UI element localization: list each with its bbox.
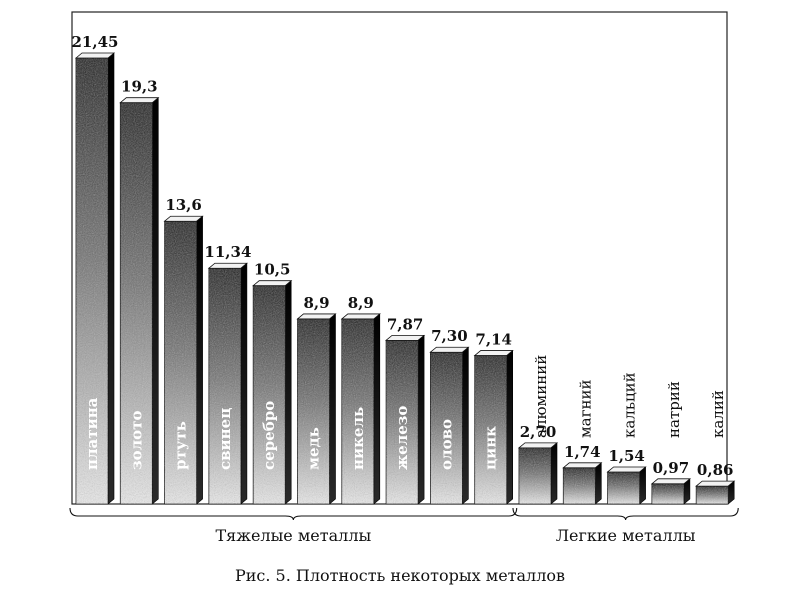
bar-texture xyxy=(430,352,463,504)
bar-кальций xyxy=(606,466,647,505)
bar-железо xyxy=(384,334,426,505)
bar-side xyxy=(152,97,159,505)
bar-side xyxy=(594,462,602,505)
value-label: 7,30 xyxy=(431,327,468,345)
bar-texture xyxy=(563,467,596,504)
category-label: натрий xyxy=(665,381,683,438)
value-label: 0,86 xyxy=(697,461,734,479)
bar-калий xyxy=(695,480,736,505)
bar-top xyxy=(119,97,160,104)
bar-side xyxy=(284,280,292,505)
category-label: свинец xyxy=(216,408,234,470)
bar-алюминий xyxy=(517,442,559,505)
bar-серебро xyxy=(252,280,293,505)
value-label: 1,74 xyxy=(564,443,601,461)
bar-side xyxy=(639,466,646,505)
bar-texture xyxy=(607,471,640,504)
bar-top xyxy=(340,313,381,320)
value-label: 7,87 xyxy=(387,315,424,333)
bar-top xyxy=(163,215,204,222)
bar-side xyxy=(462,346,469,505)
group-label: Тяжелые металлы xyxy=(215,526,371,545)
category-label: серебро xyxy=(260,401,278,470)
bar-top xyxy=(517,442,559,449)
bar-top xyxy=(606,466,647,473)
bar-texture xyxy=(297,318,330,504)
category-label: медь xyxy=(305,427,323,470)
category-label: кальций xyxy=(621,372,639,438)
bar-top xyxy=(252,280,293,287)
density-chart: 21,45 платина 19,3 золото 13,6 ртуть 11,34 свин… xyxy=(69,11,739,545)
value-label: 11,34 xyxy=(204,243,251,261)
bars-layer xyxy=(74,52,736,505)
value-label: 8,9 xyxy=(348,294,374,312)
value-label: 19,3 xyxy=(121,78,158,96)
brace-line xyxy=(69,507,518,521)
brace-group-0: Тяжелые металлы xyxy=(69,507,518,545)
category-label: платина xyxy=(83,397,101,470)
bar-texture xyxy=(386,340,419,504)
bar-texture xyxy=(208,268,241,504)
bar-магний xyxy=(562,462,603,505)
value-label: 21,45 xyxy=(72,33,119,51)
bar-top xyxy=(384,334,426,341)
bar-медь xyxy=(296,313,337,505)
bar-side xyxy=(240,262,248,505)
bar-side xyxy=(107,52,115,505)
category-label: железо xyxy=(393,406,411,470)
bar-texture xyxy=(474,355,507,504)
brace-group-1: Легкие металлы xyxy=(512,507,739,545)
bar-side xyxy=(329,313,336,505)
bar-side xyxy=(550,442,558,505)
bar-texture xyxy=(76,58,108,504)
bar-texture xyxy=(341,318,374,504)
bar-side xyxy=(196,215,203,505)
bar-платина xyxy=(74,52,116,505)
category-label: олово xyxy=(437,419,455,470)
bar-texture xyxy=(519,447,551,504)
bar-top xyxy=(473,350,514,356)
value-label: 10,5 xyxy=(254,261,291,279)
bar-side xyxy=(417,334,425,505)
bar-золото xyxy=(119,97,160,505)
bar-свинец xyxy=(207,262,249,505)
figure-caption: Рис. 5. Плотность некоторых металлов xyxy=(234,566,566,585)
bar-top xyxy=(429,346,470,353)
bar-side xyxy=(373,313,381,505)
bar-top xyxy=(74,52,116,59)
bar-top xyxy=(695,480,736,487)
value-label: 0,97 xyxy=(653,459,690,477)
bar-top xyxy=(650,478,692,485)
bar-texture xyxy=(120,102,153,504)
value-label: 7,14 xyxy=(475,331,512,349)
category-label: ртуть xyxy=(172,421,190,470)
category-label: никель xyxy=(349,407,367,470)
value-label: 8,9 xyxy=(303,294,329,312)
bar-texture xyxy=(253,285,286,504)
bar-олово xyxy=(429,346,470,505)
bar-texture xyxy=(651,483,684,504)
labels-layer: 21,45 платина 19,3 золото 13,6 ртуть 11,34 свин… xyxy=(72,33,734,479)
category-label: цинк xyxy=(482,426,500,470)
value-label: 13,6 xyxy=(165,196,202,214)
category-label: алюминий xyxy=(532,355,550,438)
category-label: калий xyxy=(709,390,727,438)
brace-line xyxy=(512,507,739,521)
value-label: 2,70 xyxy=(520,423,557,441)
bar-side xyxy=(506,349,514,505)
group-label: Легкие металлы xyxy=(556,526,696,545)
bar-натрий xyxy=(650,478,692,505)
bar-ртуть xyxy=(163,215,204,505)
bar-top xyxy=(296,313,337,320)
value-label: 1,54 xyxy=(608,447,645,465)
group-braces: Тяжелые металлы Легкие металлы xyxy=(69,507,739,545)
bar-texture xyxy=(696,486,729,504)
category-label: золото xyxy=(127,411,145,470)
category-label: магний xyxy=(576,380,594,438)
bar-цинк xyxy=(473,349,514,505)
bar-top xyxy=(207,262,249,269)
bar-texture xyxy=(164,221,197,505)
bar-top xyxy=(562,462,603,469)
bar-никель xyxy=(340,313,381,505)
